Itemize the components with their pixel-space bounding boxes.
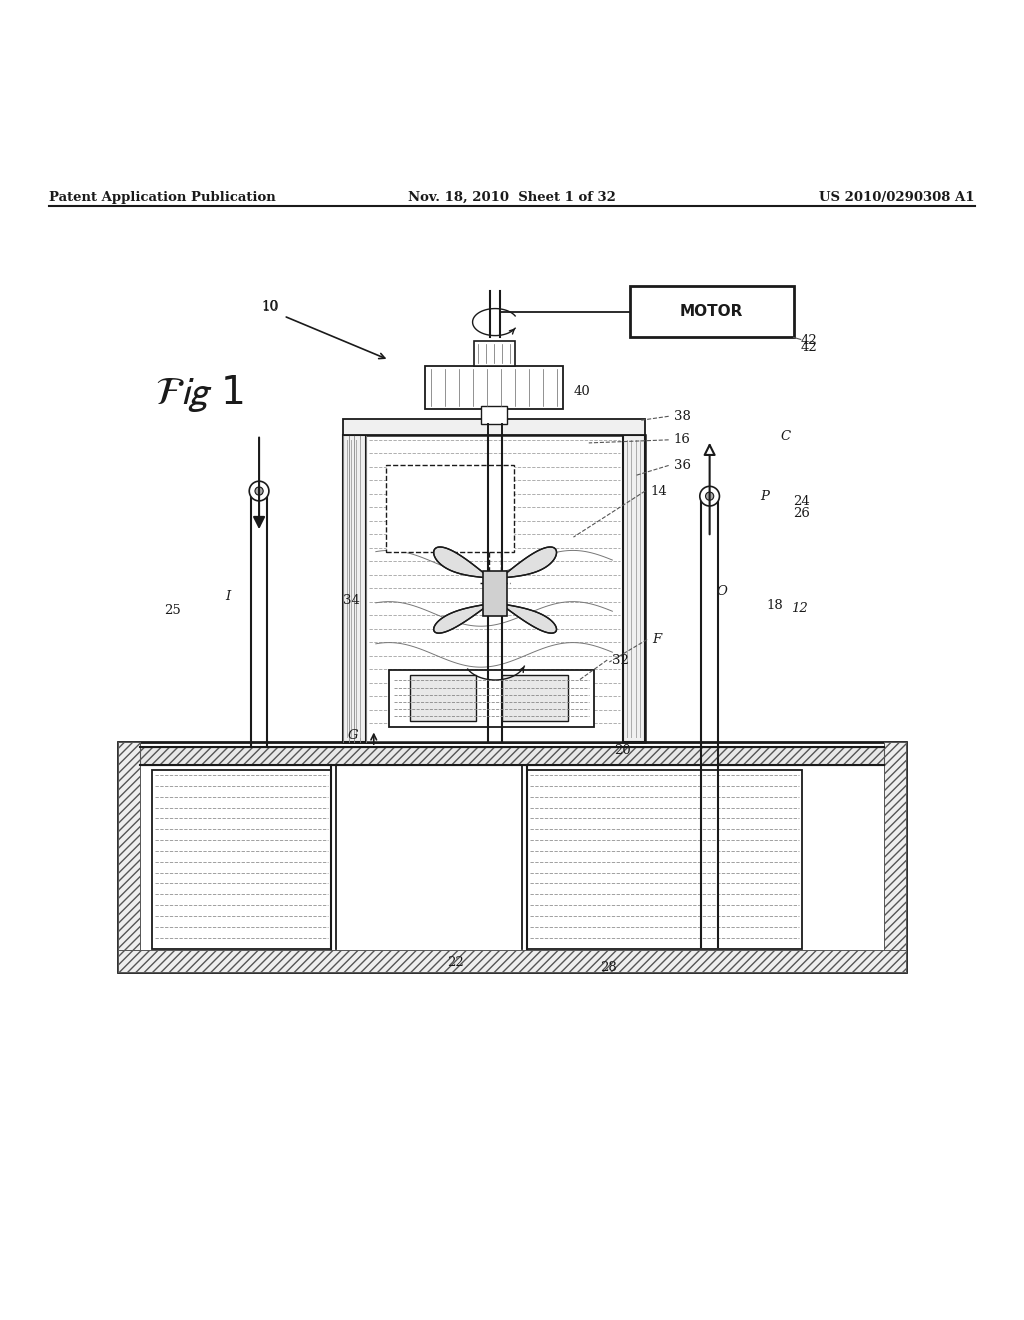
Polygon shape: [434, 546, 489, 578]
Bar: [630, 286, 794, 338]
Bar: [623, 434, 645, 742]
Circle shape: [699, 486, 720, 506]
Bar: [483, 572, 508, 616]
Circle shape: [255, 487, 263, 495]
Text: 20: 20: [614, 743, 631, 756]
Text: 42: 42: [801, 341, 817, 354]
Text: 38: 38: [674, 409, 690, 422]
Text: C: C: [780, 430, 791, 444]
Bar: [118, 742, 140, 973]
Circle shape: [706, 492, 714, 500]
Bar: [343, 418, 645, 434]
Text: 26: 26: [794, 507, 810, 520]
Text: US 2010/0290308 A1: US 2010/0290308 A1: [819, 190, 975, 203]
Text: 10: 10: [261, 300, 279, 314]
Bar: [140, 747, 884, 766]
Text: 34: 34: [343, 594, 359, 607]
Text: 18: 18: [766, 599, 782, 612]
Text: 40: 40: [573, 385, 590, 399]
Text: 24: 24: [794, 495, 810, 508]
Text: P: P: [760, 490, 769, 503]
Bar: [481, 407, 507, 425]
Text: Nov. 18, 2010  Sheet 1 of 32: Nov. 18, 2010 Sheet 1 of 32: [408, 190, 616, 203]
Polygon shape: [500, 603, 556, 634]
Text: $\mathcal{Fig}\ 1$: $\mathcal{Fig}\ 1$: [156, 374, 244, 414]
Bar: [473, 341, 514, 366]
Bar: [425, 366, 563, 409]
Text: 32: 32: [612, 653, 629, 667]
Polygon shape: [500, 546, 556, 578]
Circle shape: [249, 482, 269, 500]
Text: 28: 28: [600, 961, 616, 974]
Text: F: F: [652, 634, 662, 645]
Text: O: O: [717, 585, 728, 598]
Text: I: I: [225, 590, 230, 603]
Text: 10: 10: [261, 300, 278, 313]
Text: 22: 22: [447, 956, 464, 969]
Bar: [410, 676, 476, 722]
Text: 36: 36: [674, 459, 691, 473]
Bar: [343, 434, 366, 742]
Bar: [502, 676, 568, 722]
Bar: [152, 770, 331, 949]
Bar: [118, 950, 906, 973]
Bar: [527, 770, 802, 949]
Text: MOTOR: MOTOR: [680, 305, 743, 319]
Bar: [389, 671, 594, 726]
Text: 16: 16: [674, 433, 690, 446]
Bar: [343, 434, 645, 742]
Polygon shape: [434, 603, 489, 634]
Text: 25: 25: [164, 605, 180, 618]
Text: 42: 42: [801, 334, 817, 347]
Bar: [884, 742, 906, 973]
Bar: [386, 466, 514, 553]
Bar: [118, 742, 906, 973]
Text: G: G: [348, 729, 358, 742]
Text: Patent Application Publication: Patent Application Publication: [49, 190, 275, 203]
Text: 12: 12: [792, 602, 808, 615]
Text: 14: 14: [650, 484, 667, 498]
